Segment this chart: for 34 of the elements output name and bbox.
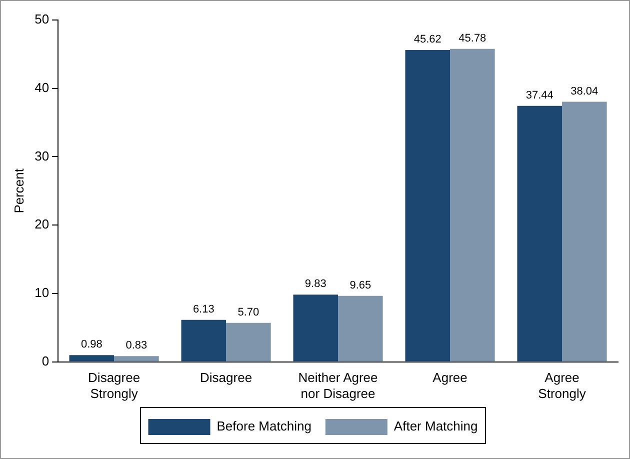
y-tick-label: 30 [34, 148, 50, 164]
x-tick-label: Agree Strongly [538, 370, 586, 401]
y-tick-label: 20 [34, 216, 50, 232]
y-tick-label: 40 [34, 80, 50, 95]
data-label: 45.62 [414, 33, 442, 46]
data-label: 0.83 [126, 340, 148, 352]
x-tick-label: Agree [432, 370, 468, 386]
data-label: 0.98 [80, 338, 102, 351]
data-label: 9.83 [304, 278, 326, 290]
x-tick-label: Disagree [200, 370, 252, 386]
data-label: 5.70 [238, 306, 260, 318]
y-tick-label: 50 [34, 12, 50, 27]
x-tick-label: Neither Agree nor Disagree [298, 370, 378, 401]
bar [181, 320, 226, 362]
legend-label: Before Matching [216, 418, 312, 434]
data-label: 38.04 [570, 85, 598, 98]
bar [405, 50, 450, 362]
y-axis-title: Percent [11, 168, 26, 214]
y-tick-label: 0 [42, 353, 50, 368]
bar [293, 294, 338, 362]
x-tick-label: Disagree Strongly [88, 370, 140, 401]
data-label: 45.78 [458, 32, 486, 44]
bar [338, 296, 383, 362]
bar [69, 355, 114, 362]
bar [226, 322, 271, 362]
bar [517, 106, 562, 362]
data-label: 37.44 [526, 89, 554, 102]
bar [450, 48, 495, 362]
data-label: 6.13 [192, 303, 214, 316]
bar [562, 102, 607, 362]
legend-label: After Matching [394, 418, 478, 434]
data-label: 9.65 [350, 279, 372, 292]
y-tick-label: 10 [34, 285, 50, 300]
bar [114, 356, 159, 362]
